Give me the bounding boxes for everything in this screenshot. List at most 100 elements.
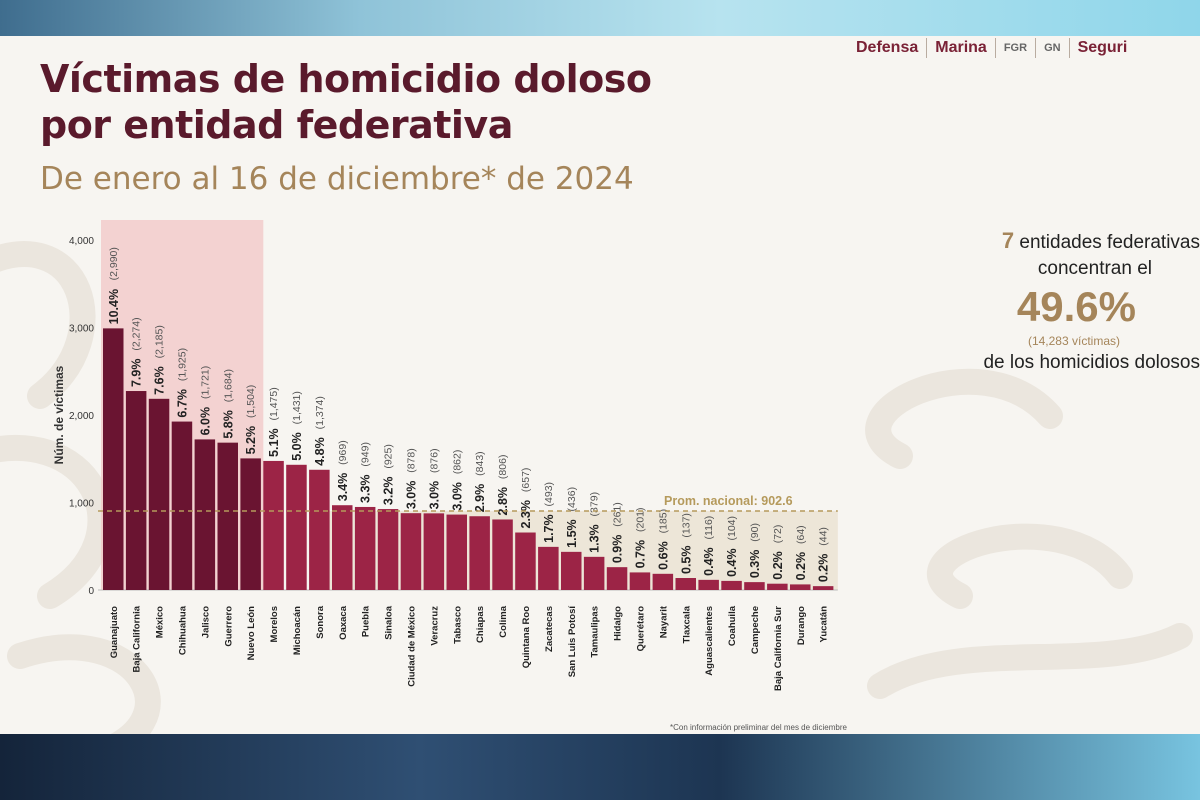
percent-label: 6.7% [175,389,189,418]
title-line-1: Víctimas de homicidio doloso [40,57,652,101]
bar [332,505,353,590]
bar [721,580,742,590]
category-label: Colima [498,605,509,637]
percent-label: 0.3% [748,550,762,579]
value-label: (379) [589,492,601,517]
percent-label: 0.9% [611,535,625,564]
category-label: Tamaulipas [590,606,601,658]
value-label: (969) [337,440,349,465]
bar [790,584,811,590]
y-tick-label: 2,000 [69,411,94,422]
bar [538,546,559,590]
category-label: Yucatán [819,606,830,643]
value-label: (843) [474,451,486,476]
value-label: (1,431) [291,391,303,424]
bar [492,519,513,590]
category-label: Chihuahua [177,605,188,655]
value-label: (1,374) [314,396,326,429]
callout-line-2: concentran el [1037,258,1152,279]
bar [309,469,330,590]
category-label: Michoacán [292,606,303,655]
title-line-2: por entidad federativa [40,103,513,147]
page-title: Víctimas de homicidio doloso por entidad… [40,56,652,148]
value-label: (1,504) [245,385,257,418]
percent-label: 0.2% [817,554,831,583]
value-label: (261) [612,502,624,527]
page-subtitle: De enero al 16 de diciembre* de 2024 [40,161,634,197]
y-tick-label: 4,000 [69,236,94,247]
category-label: Puebla [361,605,372,637]
value-label: (104) [726,516,738,541]
category-label: Hidalgo [613,606,624,641]
value-label: (806) [497,455,509,480]
value-label: (64) [795,525,807,544]
percent-label: 0.4% [725,548,739,577]
percent-label: 7.9% [130,359,144,388]
category-label: Campeche [750,606,761,654]
percent-label: 2.3% [519,500,533,529]
agency-logos: Defensa Marina FGR GN Seguri [848,36,1135,60]
bar-chart: 0 1,000 2,000 3,000 4,000 Núm. de víctimas 10.… [52,220,838,691]
logo-defensa: Defensa [848,38,928,58]
percent-label: 3.0% [427,481,441,510]
percent-label: 6.0% [198,407,212,436]
percent-label: 3.0% [404,481,418,510]
category-label: Baja California Sur [773,606,784,691]
percent-label: 5.0% [290,432,304,461]
percent-label: 0.7% [633,540,647,569]
value-label: (876) [428,448,440,473]
bar [423,513,445,590]
category-label: Guanajuato [109,606,120,658]
bar [217,442,238,590]
value-label: (2,274) [131,317,143,350]
bar [675,578,696,590]
category-label: México [155,606,166,638]
percent-label: 5.1% [267,428,281,457]
category-label: Ciudad de México [406,606,417,687]
callout-line-1: entidades federativas [1014,232,1200,253]
bar [263,460,284,590]
footnote: *Con información preliminar del mes de d… [670,723,847,732]
value-label: (44) [818,527,830,546]
callout-victims: (14,283 víctimas) [1027,334,1120,348]
percent-label: 0.2% [794,552,808,581]
category-label: Durango [796,606,807,645]
bar [606,567,628,590]
value-label: (116) [703,516,715,540]
percent-label: 2.9% [473,484,487,513]
bar [629,572,651,590]
bar [561,551,582,590]
bar [652,573,674,590]
category-label: Jalisco [200,606,211,638]
logo-seguridad: Seguri [1077,39,1128,56]
value-label: (2,990) [108,247,120,280]
value-label: (2,185) [154,325,166,358]
bar [698,579,719,590]
y-tick-label: 1,000 [69,499,94,510]
value-label: (1,925) [176,348,188,381]
category-label: Veracruz [429,606,440,646]
category-label: San Luis Potosí [567,606,578,678]
category-label: Sonora [315,605,326,638]
slide: Víctimas de homicidio doloso por entidad… [0,36,1200,734]
category-label: Tlaxcala [681,605,692,643]
category-label: Guerrero [223,606,234,647]
percent-label: 5.8% [221,410,235,439]
value-label: (878) [405,448,417,473]
category-label: Quintana Roo [521,606,532,668]
percent-label: 0.4% [702,547,716,576]
bar [583,556,605,590]
bar [286,464,307,590]
bar [744,582,765,590]
value-label: (1,721) [199,366,211,399]
category-label: Nuevo León [246,606,257,661]
logo-gn: GN [1036,38,1070,58]
bar [515,532,536,590]
value-label: (137) [680,513,692,538]
value-label: (925) [383,444,395,469]
category-label: Querétaro [635,606,646,652]
value-label: (185) [657,509,669,534]
percent-label: 0.6% [656,541,670,570]
average-label: Prom. nacional: 902.6 [664,494,793,508]
bar [446,514,467,590]
